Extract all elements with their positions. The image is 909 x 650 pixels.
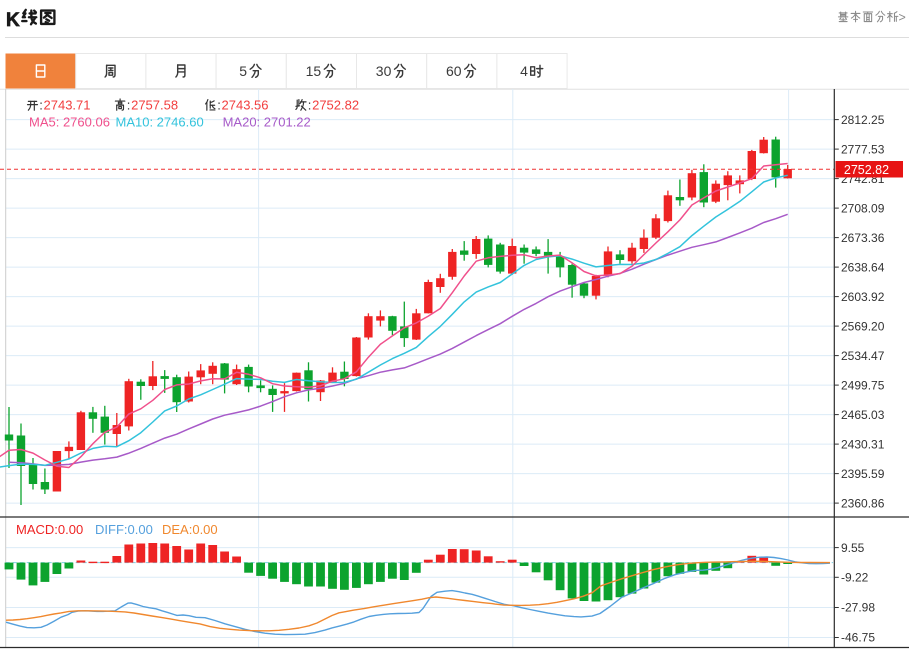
svg-text:2465.03: 2465.03 xyxy=(841,408,885,422)
svg-text:MA20: 2701.22: MA20: 2701.22 xyxy=(223,115,311,130)
svg-text:-9.22: -9.22 xyxy=(841,571,869,585)
svg-text::: : xyxy=(39,98,43,113)
svg-text:MA10: 2746.60: MA10: 2746.60 xyxy=(116,115,204,130)
svg-text:2757.58: 2757.58 xyxy=(131,98,178,113)
svg-text:-27.98: -27.98 xyxy=(841,601,875,615)
svg-text:2360.86: 2360.86 xyxy=(841,496,885,510)
svg-text:4: 4 xyxy=(520,63,528,79)
svg-text:2395.59: 2395.59 xyxy=(841,467,885,481)
svg-text:2499.75: 2499.75 xyxy=(841,378,885,392)
svg-text:DIFF:0.00: DIFF:0.00 xyxy=(95,522,153,537)
svg-text:MA5: 2760.06: MA5: 2760.06 xyxy=(29,115,110,130)
svg-text:2752.82: 2752.82 xyxy=(844,163,889,177)
svg-text:2777.53: 2777.53 xyxy=(841,142,885,156)
svg-text:2743.56: 2743.56 xyxy=(222,98,269,113)
svg-text:-46.75: -46.75 xyxy=(841,631,875,645)
svg-text:30: 30 xyxy=(376,63,392,79)
svg-text:>: > xyxy=(899,11,906,25)
svg-text:2430.31: 2430.31 xyxy=(841,437,885,451)
svg-text:15: 15 xyxy=(306,63,322,79)
svg-text:2752.82: 2752.82 xyxy=(312,98,359,113)
svg-text:2603.92: 2603.92 xyxy=(841,290,885,304)
svg-text:2812.25: 2812.25 xyxy=(841,113,885,127)
svg-text:2534.47: 2534.47 xyxy=(841,349,885,363)
svg-text:9.55: 9.55 xyxy=(841,541,865,555)
svg-text:2673.36: 2673.36 xyxy=(841,231,885,245)
svg-text:5: 5 xyxy=(239,63,247,79)
svg-text:60: 60 xyxy=(446,63,462,79)
svg-text:2638.64: 2638.64 xyxy=(841,260,885,274)
svg-text:2708.09: 2708.09 xyxy=(841,201,885,215)
svg-text::: : xyxy=(308,98,312,113)
svg-text:K: K xyxy=(6,10,20,31)
svg-text::: : xyxy=(127,98,131,113)
svg-text::: : xyxy=(217,98,221,113)
svg-text:DEA:0.00: DEA:0.00 xyxy=(162,522,218,537)
svg-text:2569.20: 2569.20 xyxy=(841,319,885,333)
svg-text:MACD:0.00: MACD:0.00 xyxy=(16,522,83,537)
svg-text:2743.71: 2743.71 xyxy=(44,98,91,113)
